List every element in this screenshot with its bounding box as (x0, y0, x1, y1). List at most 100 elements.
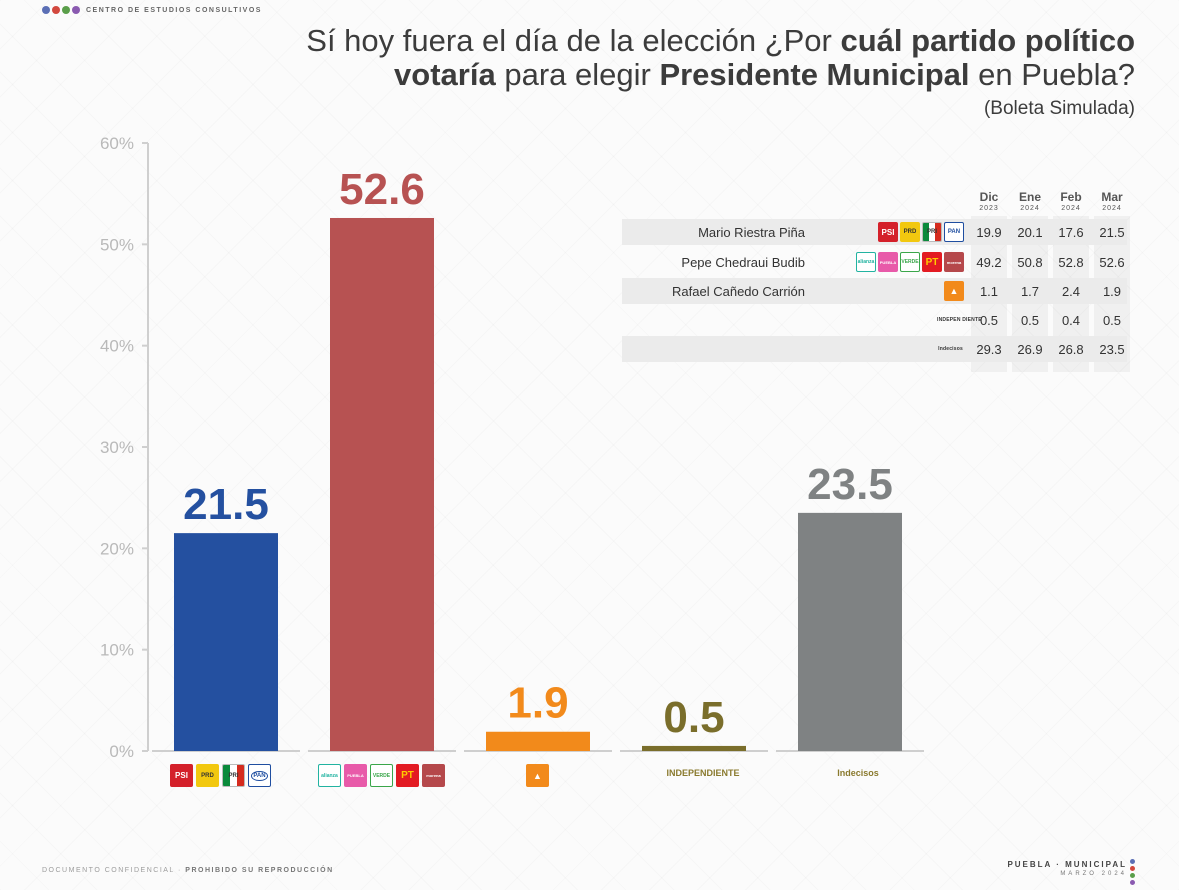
table-row-riestra: Mario Riestra Piña PSI PRD PRI PAN 19.9 … (622, 219, 1127, 245)
footer-text: DOCUMENTO CONFIDENCIAL · (42, 867, 186, 874)
month-label: Dic (979, 190, 999, 204)
y-tick-label: 10% (100, 641, 134, 660)
table-row-indecisos: Indecisos 29.3 26.9 26.8 23.5 (622, 336, 1127, 362)
psi-logo-icon: PSI (878, 222, 898, 242)
header-month: Mar 2024 (1094, 190, 1130, 212)
table-cell: 52.6 (1099, 254, 1125, 270)
legend-indecisos: Indecisos (837, 768, 879, 778)
table-cell: 0.4 (1061, 312, 1081, 328)
pan-logo-icon: PAN (248, 764, 271, 787)
table-cell: 1.9 (1102, 283, 1122, 299)
pt-logo-icon: PT (922, 252, 942, 272)
mc-logo-icon: ▲ (526, 764, 549, 787)
table-cell: 26.9 (1017, 341, 1043, 357)
y-tick-label: 20% (100, 539, 134, 558)
table-cell: 49.2 (976, 254, 1002, 270)
bar-value-label: 0.5 (663, 693, 724, 742)
title-bold-text: Presidente Municipal (659, 57, 970, 92)
year-label: 2024 (1020, 205, 1040, 212)
month-label: Ene (1018, 190, 1041, 204)
morena-logo-icon: morena (422, 764, 445, 787)
candidate-name: INDEPEN DIENTE (937, 317, 982, 323)
title-text: Sí hoy fuera el día de la elección ¿Por (306, 23, 841, 58)
table-cell: 17.6 (1058, 224, 1084, 240)
header-month: Dic 2023 (971, 190, 1007, 212)
pt-logo-icon: PT (396, 764, 419, 787)
table-cell: 29.3 (976, 341, 1002, 357)
legend-independiente: INDEPENDIENTE (666, 768, 740, 778)
chart-title: Sí hoy fuera el día de la elección ¿Por … (306, 24, 1135, 120)
org-name: CENTRO DE ESTUDIOS CONSULTIVOS (86, 6, 262, 14)
y-tick-label: 30% (100, 438, 134, 457)
header-month: Feb 2024 (1053, 190, 1089, 212)
prd-logo-icon: PRD (900, 222, 920, 242)
org-dot (42, 6, 50, 14)
footer-report-date: MARZO 2024 (1060, 871, 1127, 877)
footer-report-id: PUEBLA · MUNICIPAL MARZO 2024 (1007, 860, 1127, 877)
table-cell: 2.4 (1061, 283, 1081, 299)
footer-dots (1130, 859, 1135, 885)
puebla-puede-logo-icon: PUEBLA (344, 764, 367, 787)
alianza-logo-icon: alianza (856, 252, 876, 272)
legend-mc: ▲ (526, 764, 549, 787)
candidate-name: Rafael Cañedo Carrión (672, 283, 805, 299)
footer-report-title: PUEBLA · MUNICIPAL (1007, 860, 1127, 869)
pri-logo-icon: PRI (222, 764, 245, 787)
month-label: Feb (1060, 190, 1082, 204)
table-cell: 0.5 (1020, 312, 1040, 328)
org-dot (72, 6, 80, 14)
y-tick-label: 40% (100, 337, 134, 356)
bar (798, 512, 902, 751)
year-label: 2024 (1102, 205, 1122, 212)
table-cell: 52.8 (1058, 254, 1084, 270)
table-row-canedo: Rafael Cañedo Carrión ▲ 1.1 1.7 2.4 1.9 (622, 278, 1127, 304)
row-logos: PSI PRD PRI PAN (878, 222, 964, 242)
month-label: Mar (1101, 190, 1123, 204)
bar-value-label: 1.9 (507, 679, 568, 728)
morena-logo-icon: morena (944, 252, 964, 272)
title-bold-text: cuál partido político (840, 23, 1135, 58)
bar (174, 533, 278, 751)
header-month: Ene 2024 (1012, 190, 1048, 212)
table-cell: 26.8 (1058, 341, 1084, 357)
footer-confidential: DOCUMENTO CONFIDENCIAL · PROHIBIDO SU RE… (42, 867, 334, 874)
bar (642, 745, 746, 751)
footer-dot (1130, 873, 1135, 878)
y-tick-label: 50% (100, 235, 134, 254)
table-cell: 21.5 (1099, 224, 1125, 240)
legend-coalition-2: alianza PUEBLA VERDE PT morena (318, 764, 445, 787)
candidate-name: Pepe Chedraui Budib (681, 254, 805, 270)
bar-value-label: 52.6 (339, 165, 425, 214)
org-header: CENTRO DE ESTUDIOS CONSULTIVOS (42, 6, 262, 14)
table-cell: 19.9 (976, 224, 1002, 240)
bar-value-label: 21.5 (183, 480, 269, 529)
title-bold-text: votaría (394, 57, 496, 92)
alianza-logo-icon: alianza (318, 764, 341, 787)
title-line-1: Sí hoy fuera el día de la elección ¿Por … (306, 24, 1135, 58)
title-text: para elegir (495, 57, 660, 92)
table-cell: 0.5 (979, 312, 999, 328)
candidate-name: Indecisos (938, 346, 963, 352)
verde-logo-icon: VERDE (370, 764, 393, 787)
y-tick-label: 60% (100, 134, 134, 153)
chart-subtitle: (Boleta Simulada) (983, 98, 1135, 119)
row-logos: ▲ (944, 281, 964, 301)
org-dot (62, 6, 70, 14)
year-label: 2024 (1061, 205, 1081, 212)
table-cell: 50.8 (1017, 254, 1043, 270)
table-cell: 20.1 (1017, 224, 1043, 240)
y-tick-label: 0% (109, 742, 134, 761)
footer-dot (1130, 859, 1135, 864)
title-text: en Puebla? (969, 57, 1135, 92)
table-row-chedraui: Pepe Chedraui Budib alianza PUEBLA VERDE… (622, 249, 1127, 275)
table-cell: 1.1 (979, 283, 999, 299)
org-logo-dots (42, 6, 80, 14)
pri-logo-icon: PRI (922, 222, 942, 242)
candidate-name: Mario Riestra Piña (698, 224, 805, 240)
table-cell: 1.7 (1020, 283, 1040, 299)
legend-coalition-1: PSI PRD PRI PAN (170, 764, 271, 787)
bar (330, 217, 434, 751)
row-logos: alianza PUEBLA VERDE PT morena (856, 252, 964, 272)
table-cell: 0.5 (1102, 312, 1122, 328)
